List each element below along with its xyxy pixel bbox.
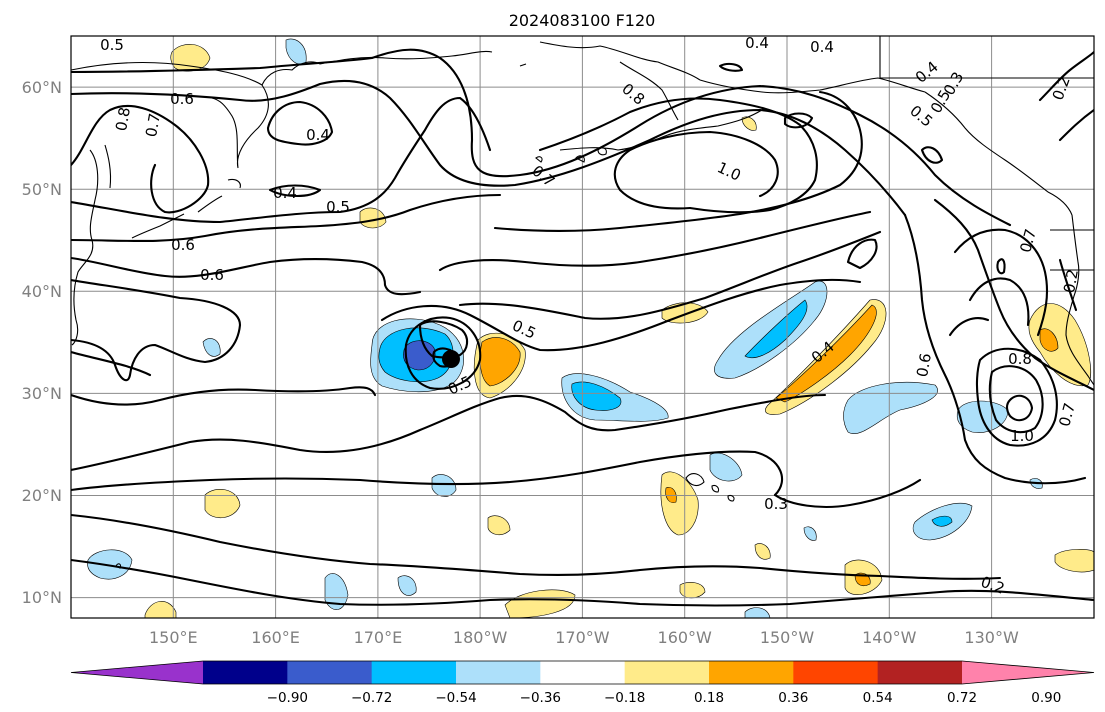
lat-tick-label: 10°N	[22, 588, 62, 607]
negative-blob-6	[324, 573, 349, 610]
lat-tick-label: 30°N	[22, 384, 62, 403]
lon-tick-label: 150°E	[149, 628, 198, 647]
positive-blob-east-light	[1028, 303, 1091, 387]
positive-blob-9	[144, 601, 177, 618]
contour-label: 0.7	[1016, 227, 1040, 255]
negative-blob-storm-core	[403, 340, 436, 371]
positive-blob-8	[504, 589, 576, 618]
contour-label: 0.6	[913, 352, 935, 379]
map-title: 2024083100 F120	[509, 11, 656, 30]
colorbar-tick-label: 0.72	[947, 690, 977, 706]
contour-label: 0.6	[200, 266, 224, 284]
contour-label: 0.5	[100, 36, 124, 54]
lat-tick-label: 60°N	[22, 78, 62, 97]
colorbar-tick-label: −0.54	[435, 690, 476, 706]
negative-blob-east-c-core	[931, 515, 953, 527]
contour-label: 0.4	[745, 34, 769, 52]
positive-blob-east	[1039, 328, 1059, 352]
colorbar-tick-label: −0.18	[604, 690, 645, 706]
contour-label: 0.8	[1008, 350, 1032, 368]
negative-blob-4	[709, 452, 743, 482]
lon-tick-label: 160°W	[658, 628, 713, 647]
positive-band-ne	[775, 304, 877, 403]
contour-label: 0.6	[170, 90, 194, 108]
map-content: 0.5 0.6 0.7 0.8 0.4 0.4 0.5 0.6 0.6 0.4 …	[71, 34, 1094, 618]
negative-blob-2	[202, 338, 221, 357]
lon-tick-label: 150°W	[760, 628, 815, 647]
colorbar-segment	[624, 661, 710, 684]
contour-label: 0.2	[1060, 268, 1082, 295]
colorbar-extend-low	[71, 661, 203, 684]
contour-label: 0.6	[171, 236, 195, 254]
contour-label: 0.3	[764, 495, 788, 513]
colorbar-segment	[540, 661, 626, 684]
latitude-tick-labels: 10°N 20°N 30°N 40°N 50°N 60°N	[22, 78, 62, 607]
negative-band-ne	[744, 299, 808, 359]
negative-blob-7	[397, 575, 417, 596]
positive-blob-4	[204, 488, 241, 518]
positive-blob-12	[754, 543, 771, 560]
colorbar-tick-label: −0.90	[267, 690, 308, 706]
contour-label: 0.7	[142, 112, 164, 139]
negative-blob-5	[87, 549, 133, 580]
positive-blob-10	[1054, 549, 1094, 573]
lon-tick-label: 160°E	[251, 628, 300, 647]
colorbar-segment	[287, 661, 373, 684]
negative-blob-8	[744, 607, 771, 618]
positive-blob-storm	[479, 337, 521, 387]
storm-center-marker	[442, 350, 460, 368]
contour-lines	[71, 48, 1094, 607]
shaded-field	[87, 38, 1094, 618]
negative-blob-east-a	[843, 382, 938, 434]
colorbar-tick-label: 0.18	[694, 690, 724, 706]
lat-tick-label: 50°N	[22, 180, 62, 199]
positive-blob-11	[679, 582, 706, 599]
contour-label: 0.7	[1055, 401, 1079, 429]
positive-blob-2	[359, 207, 387, 229]
negative-blob-central	[571, 381, 622, 411]
lon-tick-label: 130°W	[964, 628, 1019, 647]
contour-label: 1.0	[1010, 427, 1034, 445]
colorbar-segment	[877, 661, 963, 684]
contour-label: 0.4	[273, 184, 297, 202]
colorbar-segment	[793, 661, 879, 684]
map-frame	[70, 35, 1095, 619]
colorbar: −0.90 −0.72 −0.54 −0.36 −0.18 0.18 0.36 0.54 0.7…	[70, 660, 1095, 706]
colorbar-extend-high	[962, 661, 1094, 684]
contour-label: 0.4	[306, 126, 330, 144]
lat-tick-label: 40°N	[22, 282, 62, 301]
positive-blob-5	[487, 515, 511, 536]
colorbar-segment	[371, 661, 457, 684]
negative-blob-3	[431, 474, 457, 497]
lat-tick-label: 20°N	[22, 486, 62, 505]
colorbar-tick-label: 0.54	[863, 690, 893, 706]
colorbar-segment	[456, 661, 541, 684]
colorbar-outline	[70, 660, 1095, 685]
negative-blob-9	[803, 526, 817, 541]
longitude-tick-labels: 150°E 160°E 170°E 180°W 170°W 160°W 150°…	[149, 628, 1019, 647]
lon-tick-label: 180°W	[453, 628, 508, 647]
colorbar-segment	[203, 661, 288, 684]
contour-label: 0.8	[112, 106, 134, 133]
graticule	[71, 36, 1094, 618]
contour-label: 0.4	[810, 38, 834, 56]
colorbar-tick-label: −0.72	[351, 690, 392, 706]
colorbar-tick-label: 0.90	[1031, 690, 1061, 706]
colorbar-tick-label: 0.36	[778, 690, 808, 706]
lon-tick-label: 170°E	[354, 628, 403, 647]
colorbar-segment	[709, 661, 794, 684]
colorbar-tick-label: −0.36	[520, 690, 561, 706]
contour-label: 0.5	[326, 198, 350, 216]
lon-tick-label: 170°W	[555, 628, 610, 647]
lon-tick-label: 140°W	[862, 628, 917, 647]
